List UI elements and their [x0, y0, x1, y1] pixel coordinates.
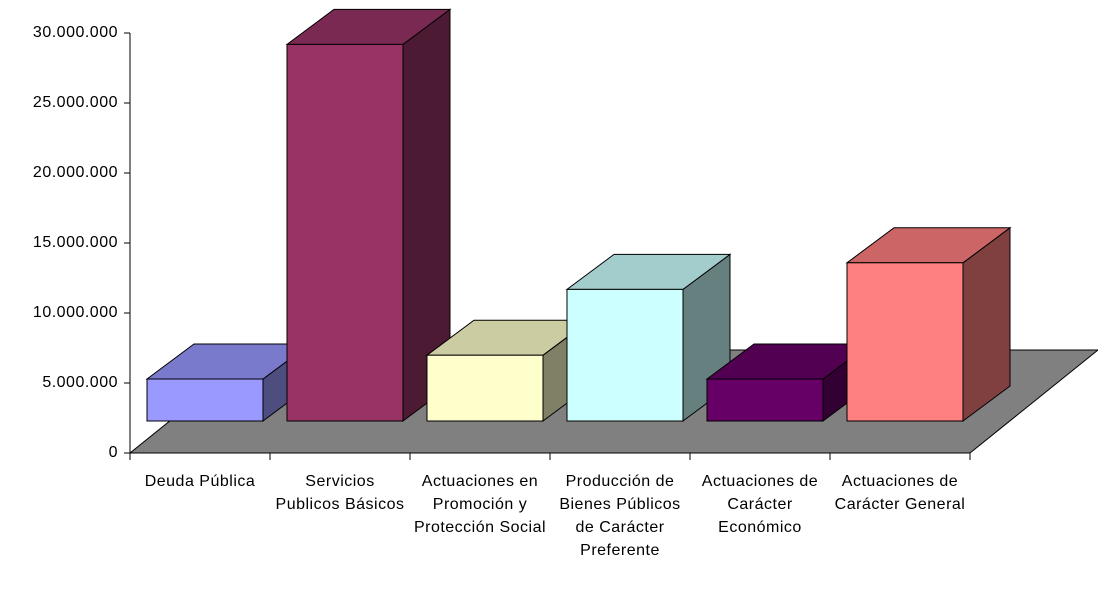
y-tick-label: 20.000.000 [33, 164, 118, 181]
x-tick-label: Actuaciones en Promoción y Protección So… [413, 473, 547, 536]
x-tick-label: Actuaciones de Carácter Económico [701, 473, 819, 536]
bar [566, 288, 684, 422]
x-tick-label: Actuaciones de Carácter General [834, 473, 966, 513]
bar [426, 354, 544, 422]
x-tick-label: Producción de Bienes Públicos de Carácte… [559, 473, 681, 559]
x-tick-label: Deuda Pública [144, 473, 256, 490]
bar [846, 262, 964, 422]
y-tick-label: 15.000.000 [33, 234, 118, 251]
y-tick-label: 30.000.000 [33, 24, 118, 41]
bar [146, 378, 264, 422]
y-tick-label: 0 [109, 444, 118, 461]
bar [286, 43, 404, 422]
y-tick-label: 5.000.000 [42, 374, 118, 391]
bar [706, 378, 824, 422]
x-tick-label: Servicios Publicos Básicos [275, 473, 405, 513]
y-tick-label: 10.000.000 [33, 304, 118, 321]
y-tick-label: 25.000.000 [33, 94, 118, 111]
